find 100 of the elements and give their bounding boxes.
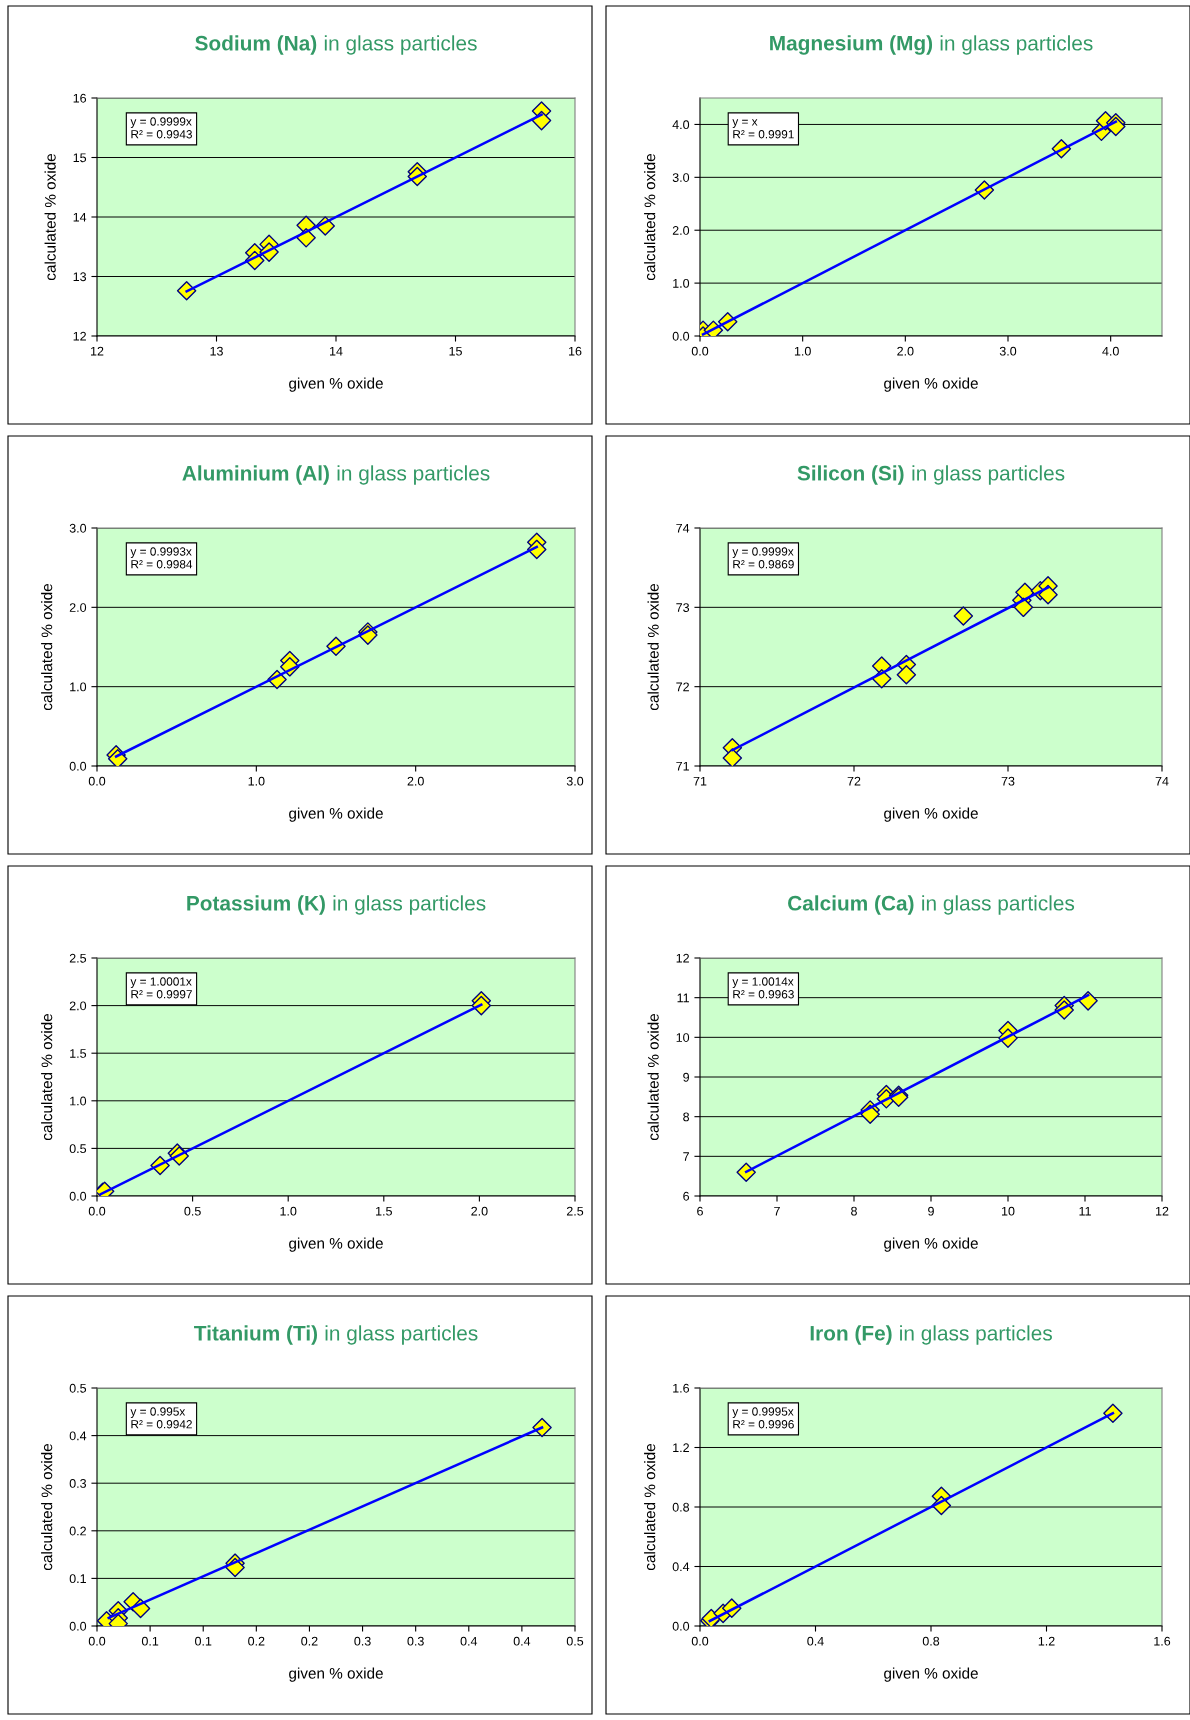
chart-title: Potassium (K): [187, 895, 325, 915]
x-tick-label: 0.0: [691, 1636, 709, 1646]
x-tick-label: 4.0: [1102, 346, 1119, 356]
x-tick-label: 0.2: [248, 1636, 265, 1646]
x-tick-label: 8: [851, 1206, 857, 1216]
x-tick-label: 7: [774, 1206, 780, 1216]
annotation: y = 1.0014x R² = 0.9963: [732, 977, 794, 999]
x-tick-label: 1.2: [1038, 1636, 1055, 1646]
y-axis-title: calculated % oxide: [41, 583, 53, 711]
chart-title: Aluminium (Al): [182, 465, 329, 485]
x-tick-label: 1.5: [376, 1206, 392, 1216]
y-tick-label: 73: [676, 603, 690, 612]
y-tick-label: 74: [676, 523, 690, 533]
chart-title: Silicon (Si): [797, 465, 904, 485]
x-tick-label: 74: [1155, 776, 1169, 786]
x-tick-label: 0.5: [184, 1206, 201, 1216]
x-tick-label: 12: [91, 346, 104, 356]
x-tick-label: 0.5: [566, 1636, 584, 1646]
x-tick-label: 2.0: [897, 346, 914, 356]
y-axis-title: calculated % oxide: [644, 153, 656, 281]
chart-title: Calcium (Ca): [788, 895, 914, 915]
x-tick-label: 0.0: [88, 1636, 106, 1646]
chart-subtitle: in glass particles: [324, 35, 477, 55]
x-tick-label: 10: [1002, 1206, 1015, 1216]
annotation: y = 0.995x R² = 0.9942: [130, 1407, 192, 1429]
y-axis-title: calculated % oxide: [647, 1013, 659, 1141]
x-tick-label: 2.0: [407, 776, 424, 786]
y-tick-label: 0.4: [672, 1562, 690, 1572]
chart-subtitle: in glass particles: [900, 1325, 1052, 1345]
y-tick-label: 0.0: [69, 1621, 87, 1631]
y-tick-label: 0.0: [69, 1191, 87, 1201]
y-tick-label: 0.4: [69, 1431, 87, 1441]
x-tick-label: 15: [449, 346, 462, 356]
y-tick-label: 4.0: [672, 120, 690, 130]
x-tick-label: 1.0: [280, 1206, 297, 1216]
y-tick-label: 71: [676, 761, 689, 771]
y-tick-label: 16: [73, 93, 87, 103]
annotation: y = 0.9993x R² = 0.9984: [130, 547, 193, 569]
x-tick-label: 3.0: [999, 346, 1017, 356]
y-tick-label: 0.8: [672, 1502, 690, 1512]
y-axis-title: calculated % oxide: [44, 153, 56, 281]
x-tick-label: 13: [210, 346, 223, 356]
y-tick-label: 3.0: [672, 173, 690, 182]
y-tick-label: 0.0: [69, 761, 87, 771]
chart-subtitle: in glass particles: [940, 35, 1093, 55]
y-axis-title: calculated % oxide: [41, 1443, 53, 1571]
y-tick-label: 2.0: [69, 603, 87, 612]
y-tick-label: 0.1: [69, 1574, 86, 1584]
y-tick-label: 14: [73, 212, 87, 222]
annotation: y = 0.9999x R² = 0.9943: [130, 117, 192, 139]
chart-subtitle: in glass particles: [912, 465, 1065, 485]
y-tick-label: 7: [683, 1152, 689, 1161]
annotation: y = x R² = 0.9991: [732, 119, 794, 139]
y-tick-label: 10: [676, 1033, 690, 1042]
x-tick-label: 0.1: [195, 1636, 212, 1646]
x-tick-label: 6: [697, 1206, 703, 1216]
x-tick-label: 2.0: [471, 1206, 488, 1216]
y-tick-label: 2.0: [69, 1001, 87, 1011]
x-tick-label: 9: [928, 1206, 934, 1216]
y-tick-label: 72: [676, 682, 689, 692]
x-axis-title: given % oxide: [289, 1237, 383, 1252]
y-tick-label: 1.6: [673, 1383, 690, 1393]
x-tick-label: 0.8: [922, 1636, 940, 1646]
y-tick-label: 1.2: [673, 1443, 689, 1453]
x-tick-label: 1.0: [248, 776, 265, 786]
annotation: y = 1.0001x R² = 0.9997: [130, 977, 192, 999]
y-axis-title: calculated % oxide: [41, 1013, 53, 1141]
y-tick-label: 12: [676, 953, 689, 963]
x-tick-label: 3.0: [566, 776, 584, 786]
y-tick-label: 0.3: [69, 1479, 87, 1488]
y-tick-label: 0.0: [672, 331, 690, 341]
chart-subtitle: in glass particles: [325, 1325, 478, 1345]
y-tick-label: 0.5: [69, 1383, 87, 1393]
y-tick-label: 9: [683, 1072, 689, 1082]
chart-title: Magnesium (Mg): [770, 35, 933, 55]
annotation: y = 0.9999x R² = 0.9869: [732, 547, 794, 569]
y-tick-label: 15: [73, 153, 87, 163]
x-axis-title: given % oxide: [884, 1667, 978, 1682]
x-tick-label: 0.0: [691, 346, 709, 356]
x-tick-label: 0.0: [88, 1206, 106, 1216]
x-tick-label: 14: [330, 346, 343, 356]
y-tick-label: 0.0: [672, 1621, 690, 1631]
x-tick-label: 72: [847, 776, 861, 786]
chart-subtitle: in glass particles: [333, 895, 486, 915]
x-tick-label: 0.4: [460, 1636, 478, 1646]
chart-title: Iron (Fe): [810, 1325, 892, 1345]
x-tick-label: 0.0: [88, 776, 106, 786]
y-tick-label: 0.5: [69, 1144, 87, 1154]
y-tick-label: 13: [73, 272, 87, 282]
y-tick-label: 2.5: [69, 953, 87, 963]
x-tick-label: 11: [1079, 1206, 1091, 1216]
y-tick-label: 0.2: [69, 1526, 86, 1536]
x-tick-label: 0.3: [407, 1636, 424, 1646]
y-tick-label: 12: [73, 331, 86, 341]
chart-title: Titanium (Ti): [194, 1325, 318, 1345]
x-axis-title: given % oxide: [884, 377, 978, 392]
y-tick-label: 11: [677, 993, 689, 1003]
y-tick-label: 1.5: [70, 1049, 87, 1058]
y-tick-label: 6: [683, 1191, 690, 1201]
x-tick-label: 1.0: [794, 346, 811, 356]
